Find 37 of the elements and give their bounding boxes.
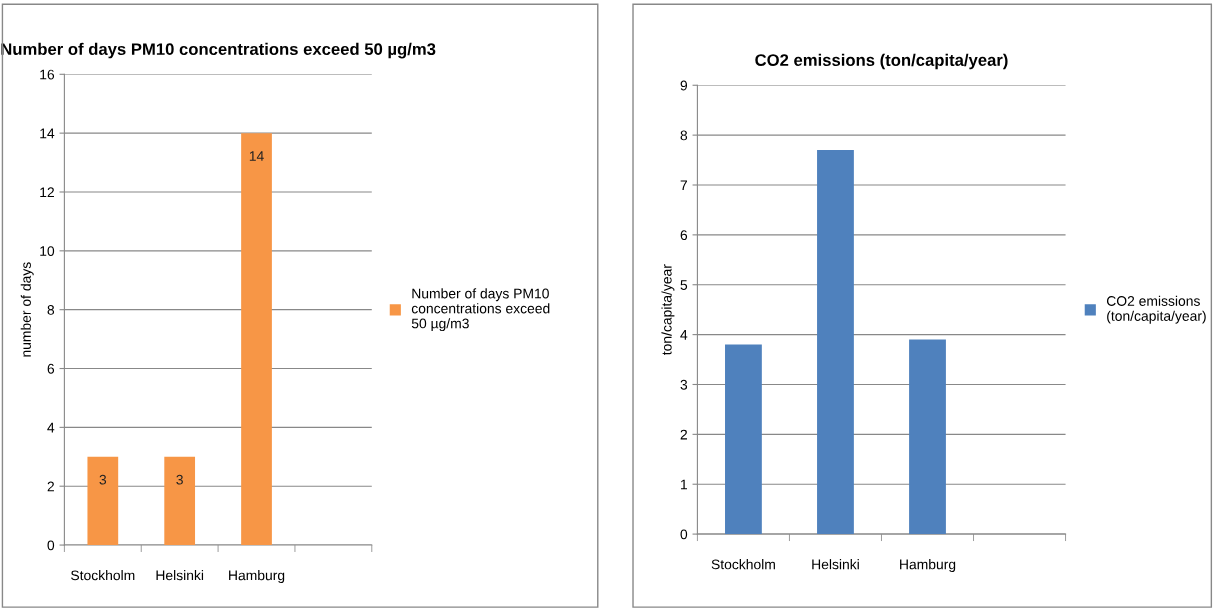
y-tick-label: 5 xyxy=(680,280,688,290)
x-tick-label: Hamburg xyxy=(900,559,956,573)
y-axis-title: number of days xyxy=(20,262,34,357)
x-tick-label: Hamburg xyxy=(229,570,285,583)
y-tick-label: 4 xyxy=(680,330,688,340)
y-tick-label: 4 xyxy=(47,422,55,433)
x-tick-label: Stockholm xyxy=(711,559,775,570)
y-tick-label: 6 xyxy=(680,230,688,241)
chart-title: Number of days PM10 concentrations exceed 50 µg/m3 xyxy=(1,42,436,59)
bar xyxy=(909,339,946,535)
x-tick-label: Helsinki xyxy=(156,570,204,581)
legend-label: CO2 emissions (ton/capita/year) xyxy=(1106,295,1206,324)
y-tick-label: 0 xyxy=(47,540,55,551)
y-tick-label: 9 xyxy=(680,80,688,91)
y-axis-title: ton/capita/year xyxy=(661,264,675,356)
bar xyxy=(817,150,854,535)
y-tick-label: 7 xyxy=(680,180,687,191)
y-tick-label: 10 xyxy=(40,246,55,256)
x-tick-label: Stockholm xyxy=(71,570,135,581)
y-tick-label: 1 xyxy=(681,479,688,490)
data-label: 3 xyxy=(99,474,107,485)
bar xyxy=(725,344,762,535)
chart-title: CO2 emissions (ton/capita/year) xyxy=(755,53,1008,70)
y-tick-label: 0 xyxy=(680,529,688,540)
x-tick-label: Helsinki xyxy=(812,559,859,570)
legend-label: Number of days PM10 concentrations exceed 50 µg/m3 xyxy=(411,288,550,332)
data-label: 3 xyxy=(176,474,183,485)
y-tick-label: 2 xyxy=(47,481,54,492)
y-tick-label: 14 xyxy=(40,128,55,139)
y-tick-label: 16 xyxy=(40,69,55,80)
y-tick-label: 3 xyxy=(680,379,688,390)
y-tick-label: 2 xyxy=(680,429,687,440)
y-tick-label: 8 xyxy=(680,130,688,141)
y-tick-label: 12 xyxy=(40,187,54,198)
y-tick-label: 8 xyxy=(47,305,55,315)
data-label: 14 xyxy=(249,151,264,161)
y-tick-label: 6 xyxy=(47,363,55,374)
